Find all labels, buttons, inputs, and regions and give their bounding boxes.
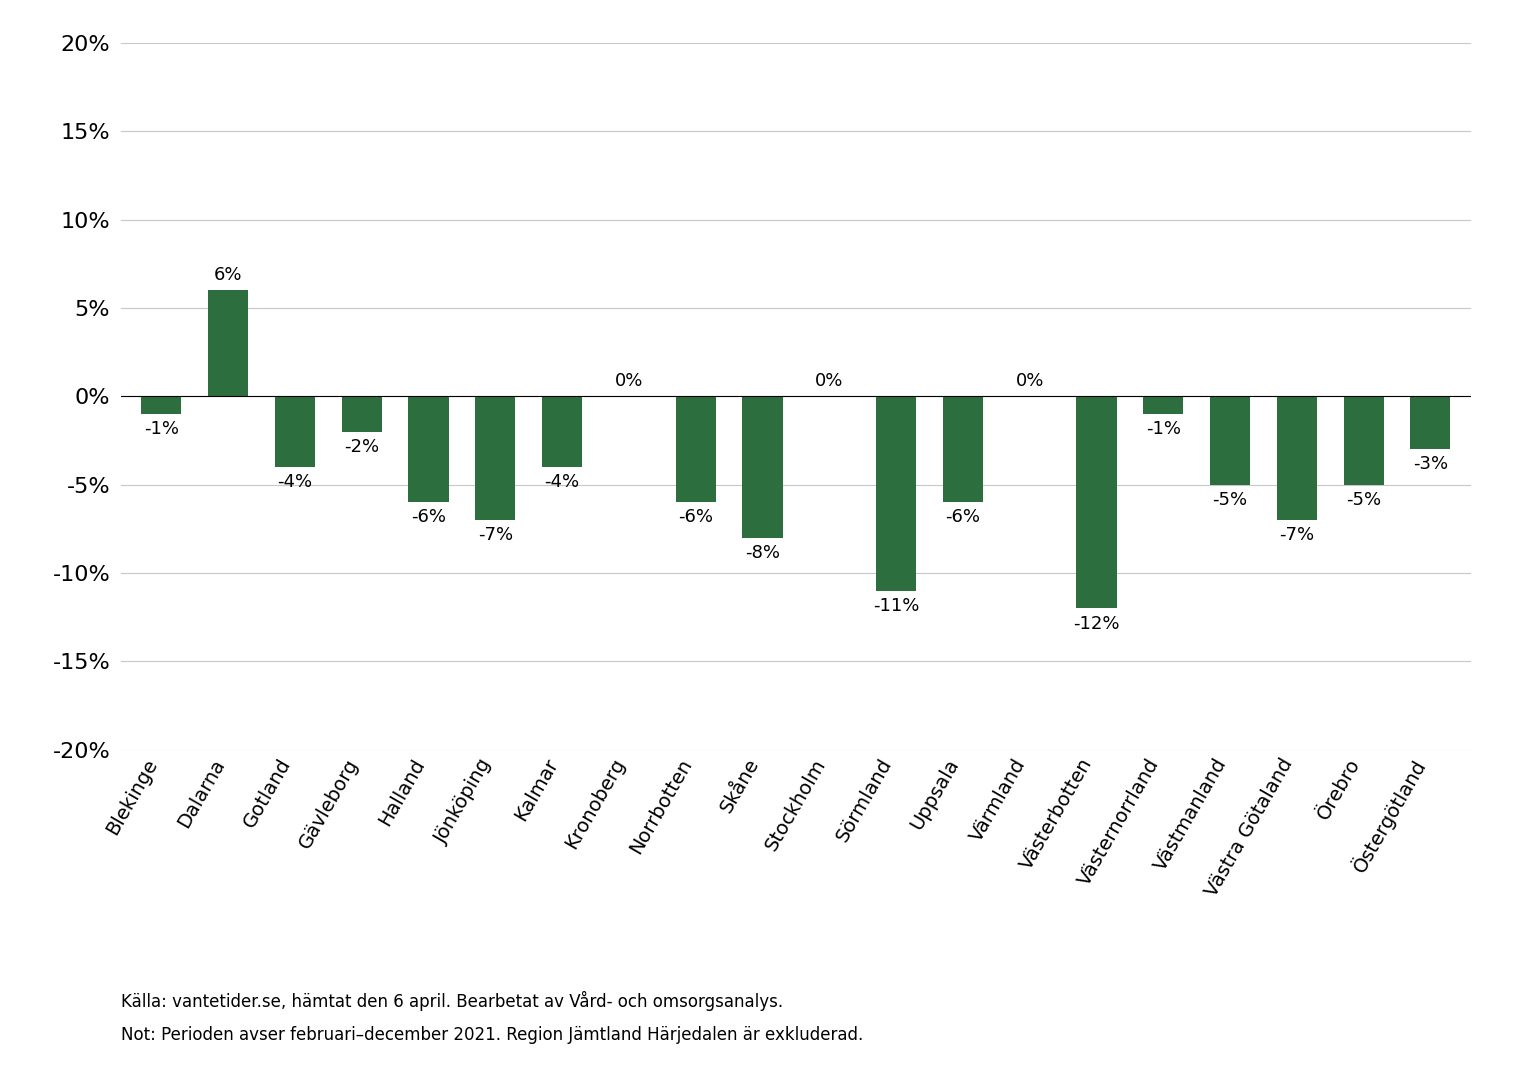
- Bar: [141, 396, 182, 413]
- Text: -7%: -7%: [478, 526, 512, 544]
- Text: -3%: -3%: [1413, 455, 1448, 473]
- Bar: [943, 396, 982, 502]
- Text: -6%: -6%: [678, 509, 713, 527]
- Text: -5%: -5%: [1346, 491, 1381, 509]
- Text: -11%: -11%: [873, 597, 919, 615]
- Text: -6%: -6%: [411, 509, 446, 527]
- Text: Källa: vantetider.se, hämtat den 6 april. Bearbetat av Vård- och omsorgsanalys.: Källa: vantetider.se, hämtat den 6 april…: [121, 991, 784, 1011]
- Text: -4%: -4%: [277, 473, 312, 492]
- Text: -1%: -1%: [1146, 420, 1181, 438]
- Text: -8%: -8%: [744, 544, 781, 562]
- Bar: [476, 396, 515, 519]
- Bar: [1410, 396, 1451, 450]
- Text: -1%: -1%: [144, 420, 179, 438]
- Bar: [1343, 396, 1384, 484]
- Text: -7%: -7%: [1280, 526, 1314, 544]
- Bar: [274, 396, 315, 467]
- Bar: [1143, 396, 1184, 413]
- Text: -6%: -6%: [946, 509, 981, 527]
- Bar: [208, 290, 249, 396]
- Text: Not: Perioden avser februari–december 2021. Region Jämtland Härjedalen är exklud: Not: Perioden avser februari–december 20…: [121, 1026, 864, 1044]
- Text: 0%: 0%: [816, 372, 843, 390]
- Bar: [341, 396, 382, 432]
- Bar: [876, 396, 916, 590]
- Bar: [743, 396, 782, 538]
- Text: -12%: -12%: [1073, 615, 1120, 633]
- Text: -5%: -5%: [1213, 491, 1248, 509]
- Bar: [1210, 396, 1251, 484]
- Bar: [676, 396, 716, 502]
- Text: -4%: -4%: [544, 473, 579, 492]
- Bar: [543, 396, 582, 467]
- Bar: [408, 396, 449, 502]
- Text: 0%: 0%: [1016, 372, 1045, 390]
- Text: -2%: -2%: [344, 438, 379, 456]
- Text: 6%: 6%: [214, 266, 243, 284]
- Bar: [1076, 396, 1116, 608]
- Bar: [1276, 396, 1317, 519]
- Text: 0%: 0%: [614, 372, 643, 390]
